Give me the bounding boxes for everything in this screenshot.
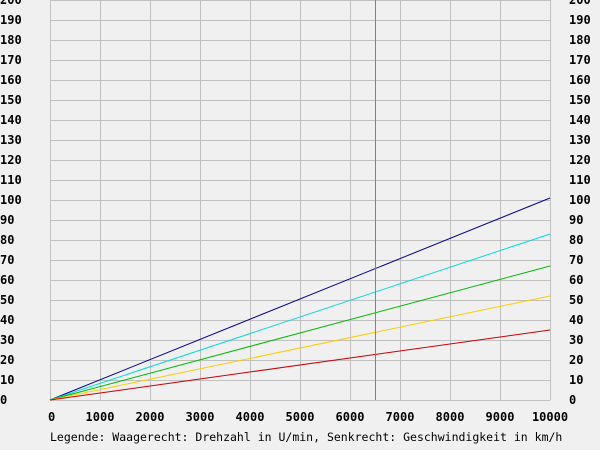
x-tick-label: 6000 [336, 410, 365, 424]
legend-text: Legende: Waagerecht: Drehzahl in U/min, … [50, 430, 562, 444]
y-tick-label-left: 50 [0, 293, 14, 307]
y-axis-left: 0 10 20 30 40 50 60 70 80 90 100 110 120 130 140 150 160… [0, 0, 22, 407]
series-line-1 [49, 197, 551, 401]
y-tick-label-left: 130 [0, 133, 22, 147]
x-tick-label: 0 [48, 410, 55, 424]
y-tick-label-left: 110 [0, 173, 22, 187]
y-tick-label-right: 180 [569, 33, 591, 47]
y-tick-label-left: 170 [0, 53, 22, 67]
series-line-4 [49, 295, 551, 401]
y-tick-label-right: 110 [569, 173, 591, 187]
y-tick-label-left: 180 [0, 33, 22, 47]
y-tick-label-left: 80 [0, 233, 14, 247]
y-tick-label-right: 10 [569, 373, 583, 387]
series-line-3 [49, 265, 551, 401]
y-tick-label-right: 140 [569, 113, 591, 127]
y-axis-right: 0 10 20 30 40 50 60 70 80 90 100 110 120 130 140 150 160… [569, 0, 591, 407]
y-tick-label-left: 190 [0, 13, 22, 27]
x-tick-label: 10000 [532, 410, 568, 424]
x-tick-label: 9000 [486, 410, 515, 424]
y-tick-label-right: 90 [569, 213, 583, 227]
y-tick-label-right: 60 [569, 273, 583, 287]
series-line-2 [49, 233, 551, 401]
x-tick-label: 1000 [86, 410, 115, 424]
y-tick-label-right: 80 [569, 233, 583, 247]
x-tick-label: 2000 [136, 410, 165, 424]
y-tick-label-left: 200 [0, 0, 22, 7]
y-tick-label-right: 0 [569, 393, 576, 407]
y-tick-label-right: 130 [569, 133, 591, 147]
y-tick-label-left: 20 [0, 353, 14, 367]
y-tick-label-right: 170 [569, 53, 591, 67]
y-tick-label-left: 0 [0, 393, 7, 407]
y-tick-label-right: 30 [569, 333, 583, 347]
y-tick-label-left: 10 [0, 373, 14, 387]
y-tick-label-left: 40 [0, 313, 14, 327]
y-tick-label-left: 160 [0, 73, 22, 87]
y-tick-label-right: 120 [569, 153, 591, 167]
y-tick-label-left: 100 [0, 193, 22, 207]
y-tick-label-right: 50 [569, 293, 583, 307]
x-tick-label: 5000 [286, 410, 315, 424]
y-tick-label-right: 100 [569, 193, 591, 207]
series-group [49, 197, 551, 401]
y-tick-label-left: 60 [0, 273, 14, 287]
y-tick-label-right: 150 [569, 93, 591, 107]
y-tick-label-left: 70 [0, 253, 14, 267]
y-tick-label-left: 120 [0, 153, 22, 167]
grid [50, 0, 551, 401]
y-tick-label-right: 200 [569, 0, 591, 7]
x-tick-label: 8000 [436, 410, 465, 424]
y-tick-label-left: 30 [0, 333, 14, 347]
y-tick-label-right: 160 [569, 73, 591, 87]
y-tick-label-right: 20 [569, 353, 583, 367]
y-tick-label-right: 190 [569, 13, 591, 27]
x-tick-label: 7000 [386, 410, 415, 424]
y-tick-label-left: 150 [0, 93, 22, 107]
y-tick-label-right: 40 [569, 313, 583, 327]
y-tick-label-right: 70 [569, 253, 583, 267]
x-tick-label: 4000 [236, 410, 265, 424]
x-axis: 0 1000 2000 3000 4000 5000 6000 7000 8000 9000 100… [48, 410, 568, 424]
series-line-5 [49, 329, 551, 401]
y-tick-label-left: 90 [0, 213, 14, 227]
y-tick-label-left: 140 [0, 113, 22, 127]
x-tick-label: 3000 [186, 410, 215, 424]
